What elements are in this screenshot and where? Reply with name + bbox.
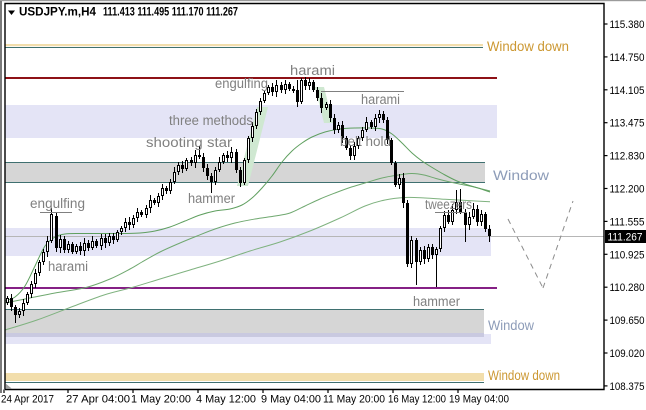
svg-text:114.750: 114.750 <box>610 52 645 64</box>
svg-text:hammer: hammer <box>188 191 235 206</box>
svg-text:hammer: hammer <box>413 294 460 309</box>
svg-text:tweezers: tweezers <box>425 197 472 212</box>
svg-text:112.830: 112.830 <box>610 151 645 163</box>
svg-text:USDJPY.m,H4: USDJPY.m,H4 <box>19 7 97 19</box>
svg-text:24 Apr 2017: 24 Apr 2017 <box>1 394 54 406</box>
svg-text:shooting star: shooting star <box>146 135 233 150</box>
svg-text:110.925: 110.925 <box>610 249 645 261</box>
svg-text:Window: Window <box>488 317 535 333</box>
svg-text:11 May 20:00: 11 May 20:00 <box>323 394 385 406</box>
svg-text:Window: Window <box>493 167 550 183</box>
svg-text:4 May 12:00: 4 May 12:00 <box>196 394 256 406</box>
svg-text:engulfing: engulfing <box>215 76 268 91</box>
svg-text:harami: harami <box>361 92 400 107</box>
svg-text:Window down: Window down <box>487 38 569 54</box>
svg-text:113.475: 113.475 <box>610 118 645 130</box>
svg-text:16 May 12:00: 16 May 12:00 <box>388 394 446 406</box>
svg-text:1 May 20:00: 1 May 20:00 <box>131 394 191 406</box>
svg-text:109.650: 109.650 <box>610 315 645 327</box>
svg-text:belt hold: belt hold <box>340 134 391 149</box>
svg-text:114.105: 114.105 <box>610 85 645 97</box>
svg-text:9 May 04:00: 9 May 04:00 <box>261 394 321 406</box>
svg-text:27 Apr 04:00: 27 Apr 04:00 <box>66 394 130 406</box>
svg-text:111.413 111.495 111.170 111.26: 111.413 111.495 111.170 111.267 <box>103 7 238 19</box>
svg-text:harami: harami <box>290 63 335 78</box>
svg-text:Window down: Window down <box>488 367 560 383</box>
svg-text:111.267: 111.267 <box>608 232 643 244</box>
svg-text:111.555: 111.555 <box>610 216 645 228</box>
svg-text:three methods: three methods <box>169 113 253 128</box>
svg-text:19 May 04:00: 19 May 04:00 <box>449 394 509 406</box>
svg-text:108.375: 108.375 <box>610 381 645 393</box>
svg-text:115.380: 115.380 <box>610 19 645 31</box>
svg-text:109.020: 109.020 <box>610 348 645 360</box>
svg-text:112.200: 112.200 <box>610 184 645 196</box>
svg-text:engulfing: engulfing <box>30 196 85 211</box>
svg-text:110.280: 110.280 <box>610 282 645 294</box>
svg-text:harami: harami <box>48 259 88 274</box>
